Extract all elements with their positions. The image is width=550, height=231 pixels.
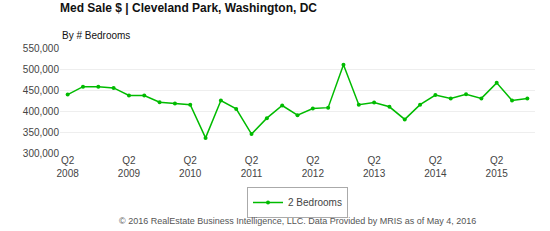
svg-text:Q22014: Q22014 [424, 155, 447, 179]
svg-text:Q22011: Q22011 [241, 155, 263, 179]
svg-text:Q22013: Q22013 [363, 155, 386, 179]
svg-text:© 2016 RealEstate Business Int: © 2016 RealEstate Business Intelligence,… [119, 216, 476, 226]
svg-text:400,000: 400,000 [23, 106, 60, 117]
svg-text:350,000: 350,000 [23, 127, 60, 138]
svg-text:Q22015: Q22015 [486, 155, 509, 179]
svg-text:2 Bedrooms: 2 Bedrooms [288, 197, 342, 208]
svg-text:By # Bedrooms: By # Bedrooms [62, 30, 130, 41]
svg-text:Q22009: Q22009 [118, 155, 141, 179]
svg-text:Q22008: Q22008 [57, 155, 80, 179]
svg-text:450,000: 450,000 [23, 85, 60, 96]
svg-text:Q22012: Q22012 [302, 155, 325, 179]
svg-text:550,000: 550,000 [23, 43, 60, 54]
svg-text:500,000: 500,000 [23, 64, 60, 75]
svg-text:Q22010: Q22010 [179, 155, 202, 179]
svg-text:300,000: 300,000 [23, 148, 60, 159]
svg-text:Med Sale $ | Cleveland Park, W: Med Sale $ | Cleveland Park, Washington,… [60, 1, 317, 15]
